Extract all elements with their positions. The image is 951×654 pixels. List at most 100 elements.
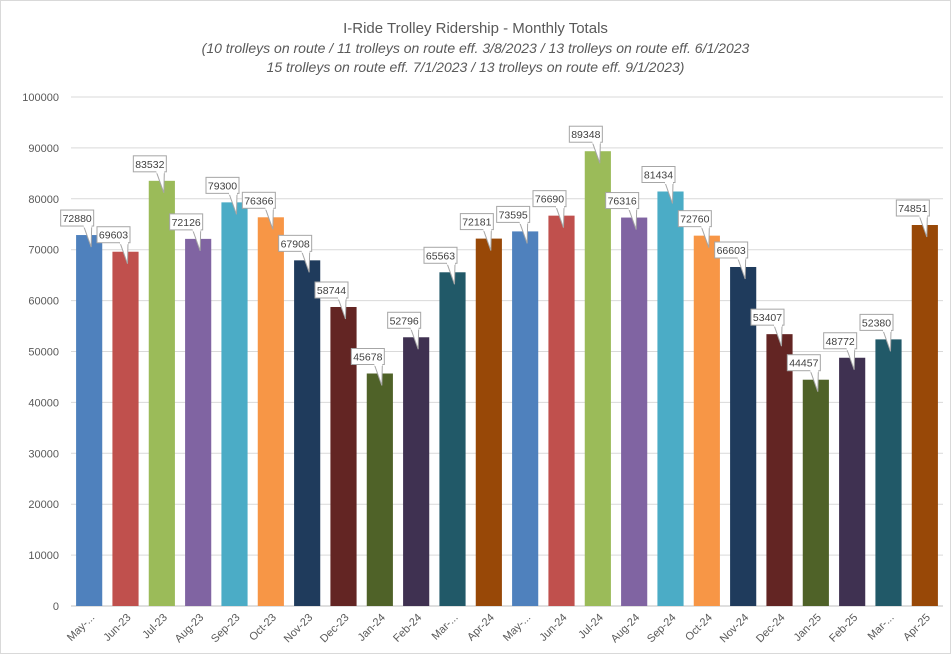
bar: [76, 235, 103, 606]
data-label-box: [532, 190, 567, 208]
data-label-box: [677, 210, 712, 228]
data-label-join: [883, 328, 891, 332]
title-block: I-Ride Trolley Ridership - Monthly Total…: [1, 19, 950, 77]
data-label-join: [265, 206, 274, 210]
y-tick-label: 90000: [28, 143, 59, 155]
data-label-join: [120, 241, 128, 245]
bar: [148, 180, 175, 606]
data-label-join: [410, 326, 419, 330]
x-tick-label: Jan-25: [792, 612, 824, 644]
bar: [475, 238, 502, 607]
data-label: 66603: [717, 245, 746, 257]
data-label: 44457: [789, 358, 818, 370]
x-tick-label: Feb-25: [827, 612, 860, 645]
x-tick-label: Feb-24: [391, 612, 424, 645]
data-label-join: [301, 249, 310, 253]
data-label: 73595: [499, 209, 528, 221]
data-label: 52380: [862, 317, 891, 329]
bar: [221, 202, 248, 606]
data-label-box: [278, 234, 313, 252]
x-tick-label: Mar-...: [866, 612, 897, 643]
bar: [512, 231, 539, 607]
data-label-box: [605, 192, 640, 210]
x-tick-label: May-...: [65, 612, 97, 644]
data-label: 72760: [680, 214, 709, 226]
data-label-box: [423, 246, 458, 264]
y-tick-label: 10000: [28, 550, 59, 562]
chart-title: I-Ride Trolley Ridership - Monthly Total…: [343, 20, 608, 37]
x-tick-label: Dec-23: [318, 612, 352, 646]
data-label: 67908: [281, 238, 310, 250]
data-label: 79300: [208, 180, 237, 192]
bar: [403, 337, 430, 606]
x-tick-label: Jul-23: [140, 612, 170, 642]
data-label-box: [823, 332, 858, 350]
data-label: 72181: [462, 217, 491, 229]
data-label: 76690: [535, 194, 564, 206]
data-label-box: [641, 166, 676, 184]
data-label-join: [810, 369, 819, 373]
data-label-box: [241, 191, 276, 209]
data-label-box: [895, 199, 930, 217]
data-label: 76366: [244, 195, 273, 207]
x-tick-label: Apr-25: [901, 612, 933, 644]
bar: [693, 235, 720, 606]
data-label-join: [483, 228, 492, 232]
bar: [657, 191, 684, 606]
data-label: 83532: [135, 159, 164, 171]
x-tick-label: Jul-24: [576, 612, 606, 642]
chart-subtitle-line-1: (10 trolleys on route / 11 trolleys on r…: [201, 40, 750, 56]
data-label-box: [859, 313, 894, 331]
bar: [548, 215, 575, 607]
x-tick-label: Nov-23: [282, 612, 316, 646]
data-label-box: [459, 213, 494, 231]
data-label-box: [786, 354, 821, 372]
data-label-join: [338, 296, 346, 300]
x-tick-label: Oct-23: [247, 612, 279, 644]
x-tick-label: Nov-24: [718, 612, 752, 646]
x-tick-label: May-...: [501, 612, 533, 644]
data-label-join: [628, 207, 637, 211]
bar: [839, 357, 866, 606]
data-label-join: [447, 261, 455, 265]
data-label-box: [387, 311, 422, 329]
data-label-join: [592, 140, 601, 144]
data-label-box: [750, 308, 785, 326]
bar: [621, 217, 648, 606]
data-label-join: [156, 170, 165, 174]
data-label-box: [96, 226, 131, 244]
data-label-join: [83, 224, 92, 228]
data-label-box: [60, 209, 95, 227]
data-label-join: [192, 228, 201, 232]
data-label-box: [350, 347, 385, 365]
x-tick-label: Mar-...: [430, 612, 461, 643]
y-tick-label: 100000: [22, 92, 59, 104]
data-label-join: [229, 191, 237, 195]
data-label-box: [205, 176, 240, 194]
data-label: 81434: [644, 170, 673, 182]
data-label-box: [314, 281, 349, 299]
data-label-join: [665, 181, 673, 185]
data-label: 48772: [826, 336, 855, 348]
x-tick-label: Jun-23: [101, 612, 133, 644]
data-label: 65563: [426, 250, 455, 262]
x-tick-label: Jun-24: [537, 612, 569, 644]
x-tick-label: Dec-24: [754, 612, 788, 646]
data-label-join: [556, 205, 564, 209]
data-label: 45678: [353, 351, 382, 363]
data-label-join: [919, 214, 928, 218]
y-tick-label: 20000: [28, 499, 59, 511]
data-label: 58744: [317, 285, 346, 297]
y-tick-label: 70000: [28, 245, 59, 257]
data-label-join: [846, 347, 855, 351]
data-label: 53407: [753, 312, 782, 324]
bar: [112, 251, 139, 606]
x-tick-label: Aug-23: [173, 612, 207, 646]
data-label: 52796: [390, 315, 419, 327]
data-label-box: [496, 205, 531, 223]
data-label: 89348: [571, 129, 600, 141]
data-label-box: [568, 125, 603, 143]
x-tick-label: Sep-23: [209, 612, 243, 646]
